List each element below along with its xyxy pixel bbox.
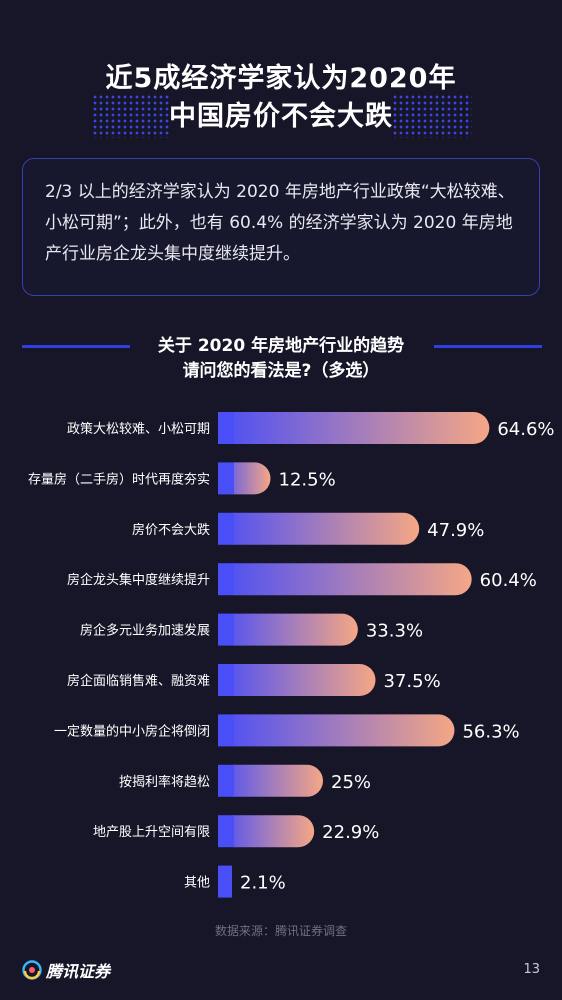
page-title-line1: 近5成经济学家认为2020年 (105, 63, 457, 94)
divider-right (434, 345, 542, 348)
category-label: 地产股上升空间有限 (93, 825, 210, 840)
bar (218, 563, 472, 596)
divider-left (22, 345, 130, 348)
data-source: 数据来源：腾讯证券调查 (214, 924, 347, 938)
page-title-line2: 中国房价不会大跌 (169, 101, 393, 132)
brand-name: 腾讯证券 (46, 962, 111, 981)
page-number: 13 (523, 962, 540, 977)
chart-title-line1: 关于 2020 年房地产行业的趋势 (157, 336, 405, 356)
category-label: 房企龙头集中度继续提升 (67, 572, 210, 588)
value-label: 25% (331, 772, 371, 793)
bar (218, 714, 455, 747)
category-label: 房企多元业务加速发展 (80, 623, 210, 639)
value-label: 22.9% (322, 822, 379, 843)
horizontal-bar-chart: 政策大松较难、小松可期 64.6% 存量房（二手房）时代再度夯实 12.5% 房价不会大… (28, 412, 555, 898)
decorative-dots-left (92, 94, 170, 138)
summary-box: 2/3 以上的经济学家认为 2020 年房地产行业政策“大松较难、小松可期”；此… (22, 158, 540, 296)
decorative-dots-right (392, 94, 472, 138)
bar (218, 664, 376, 696)
bar-left-cap (218, 563, 234, 596)
value-label: 33.3% (366, 621, 423, 642)
bar-left-cap (218, 714, 234, 747)
category-label: 房企面临销售难、融资难 (67, 673, 210, 689)
category-label: 房价不会大跌 (132, 522, 210, 538)
bar (218, 613, 358, 646)
category-label: 存量房（二手房）时代再度夯实 (28, 471, 210, 487)
bar-left-cap (218, 865, 232, 898)
value-label: 12.5% (279, 469, 336, 490)
bar-left-cap (218, 512, 234, 545)
bar (218, 815, 315, 848)
value-label: 56.3% (462, 721, 519, 742)
bar-left-cap (218, 815, 234, 848)
bar-left-cap (218, 613, 234, 646)
value-label: 37.5% (384, 671, 441, 692)
category-label: 政策大松较难、小松可期 (67, 421, 210, 437)
brand-logo: 腾讯证券 (22, 958, 110, 982)
bar-left-cap (218, 664, 234, 696)
summary-text: 2/3 以上的经济学家认为 2020 年房地产行业政策“大松较难、小松可期”；此… (45, 182, 515, 264)
value-label: 47.9% (427, 520, 484, 541)
category-label: 一定数量的中小房企将倒闭 (54, 723, 210, 739)
category-label: 按揭利率将趋松 (119, 774, 210, 790)
bar-left-cap (218, 462, 234, 495)
value-label: 60.4% (480, 570, 537, 591)
bar-left-cap (218, 764, 234, 797)
chart-title-line2: 请问您的看法是?（多选） (182, 361, 380, 381)
bar-left-cap (218, 412, 234, 444)
value-label: 2.1% (240, 873, 286, 894)
value-label: 64.6% (497, 419, 554, 440)
tencent-securities-logo-icon (22, 960, 42, 980)
bar (218, 412, 490, 444)
bar (218, 512, 420, 545)
bar (218, 764, 323, 797)
category-label: 其他 (184, 876, 210, 891)
